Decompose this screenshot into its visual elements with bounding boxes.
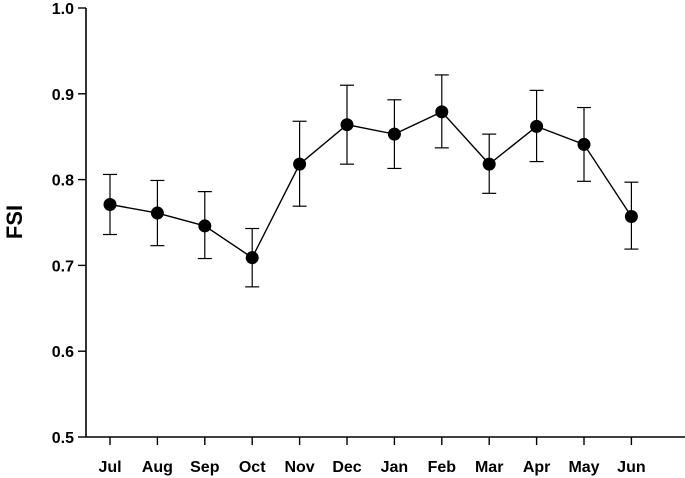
y-axis-title: FSI	[2, 205, 27, 239]
data-point	[150, 206, 164, 220]
y-tick-label: 0.9	[52, 87, 74, 104]
series-lines	[109, 110, 632, 259]
x-tick-label: Jun	[617, 459, 645, 476]
data-point	[293, 157, 307, 171]
y-tick-label: 0.7	[52, 258, 74, 275]
y-tick-label: 1.0	[52, 1, 74, 18]
x-tick-label: Aug	[142, 459, 173, 476]
data-point	[482, 157, 496, 171]
data-point	[340, 118, 354, 132]
y-tick-label: 0.5	[52, 430, 74, 447]
x-tick-label: Dec	[332, 459, 361, 476]
x-tick-label: Mar	[475, 459, 503, 476]
x-tick-label: Nov	[284, 459, 314, 476]
error-bars	[103, 74, 639, 288]
x-tick-label: May	[568, 459, 599, 476]
y-tick-label: 0.6	[52, 344, 74, 361]
y-ticks: 0.5 0.6 0.7 0.8 0.9 1.0	[52, 1, 86, 447]
data-point	[435, 105, 449, 119]
y-tick-label: 0.8	[52, 173, 74, 190]
data-point	[103, 197, 117, 211]
x-tick-label: Apr	[523, 459, 551, 476]
x-tick-label: Feb	[428, 459, 457, 476]
x-tick-label: Sep	[190, 459, 220, 476]
x-tick-label: Jul	[98, 459, 121, 476]
data-point	[198, 219, 212, 233]
data-points	[103, 105, 638, 265]
data-point	[387, 127, 401, 141]
series-line	[109, 110, 632, 259]
x-ticks: Jul Aug Sep Oct Nov Dec Jan Feb Mar Apr May Jun	[98, 437, 646, 476]
data-point	[624, 209, 638, 223]
x-tick-label: Jan	[381, 459, 409, 476]
data-point	[245, 251, 259, 265]
data-point	[577, 137, 591, 151]
data-point	[530, 119, 544, 133]
x-tick-label: Oct	[239, 459, 266, 476]
axes	[85, 8, 685, 438]
